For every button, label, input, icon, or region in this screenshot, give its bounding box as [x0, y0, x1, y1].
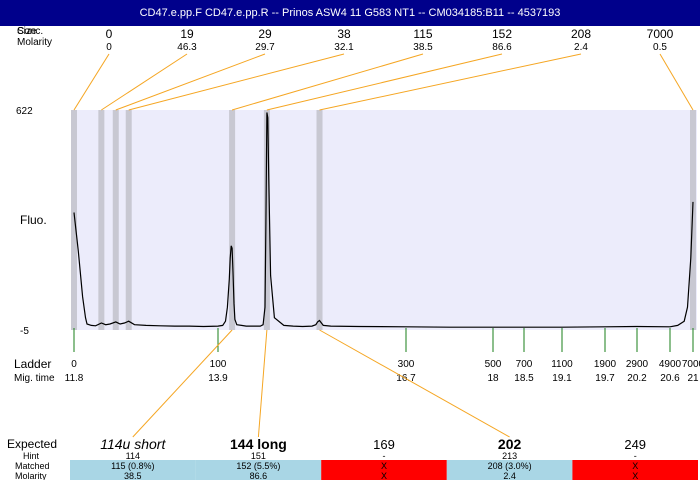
expected-name: 202	[498, 436, 522, 452]
peak-size-label: 38	[337, 27, 351, 41]
peak-band	[112, 110, 119, 330]
ladder-time-label: 13.9	[208, 373, 228, 384]
expected-molarity: 2.4	[503, 471, 516, 480]
expected-cell-bg	[70, 460, 196, 480]
peak-connector	[101, 53, 188, 111]
ladder-time-label: 18	[487, 373, 499, 384]
hint-label: Hint	[23, 451, 40, 461]
expected-name: 169	[373, 437, 395, 452]
ladder-time-label: 20.2	[627, 373, 647, 384]
peak-connector	[115, 53, 266, 111]
peak-band	[125, 110, 132, 330]
peak-band	[690, 110, 696, 330]
size-label: Size	[17, 26, 37, 37]
expected-cell-bg	[195, 460, 322, 480]
peak-size-label: 208	[571, 27, 591, 41]
title-bar: CD47.e.pp.F CD47.e.pp.R -- Prinos ASW4 1…	[0, 0, 700, 26]
expected-molarity: 38.5	[124, 471, 142, 480]
peak-molarity-label: 29.7	[255, 42, 275, 53]
match-connector	[257, 329, 268, 438]
ladder-time-label: 11.8	[65, 373, 84, 384]
chart-title: CD47.e.pp.F CD47.e.pp.R -- Prinos ASW4 1…	[139, 7, 561, 19]
peak-size-label: 115	[413, 27, 432, 41]
ladder-size-label: 300	[398, 359, 415, 370]
expected-matched: X	[381, 461, 387, 471]
expected-name: 249	[624, 437, 646, 452]
ladder-size-label: 1900	[594, 359, 617, 370]
expected-hint: -	[634, 451, 637, 461]
y-max-label: 622	[16, 106, 33, 117]
ladder-time-label: 19.1	[552, 373, 572, 384]
expected-molarity: 86.6	[250, 471, 268, 480]
expected-hint: 151	[251, 451, 266, 461]
expected-matched: 208 (3.0%)	[488, 461, 532, 471]
expected-name: 114u short	[100, 436, 166, 452]
expected-matched: 115 (0.8%)	[111, 461, 154, 471]
ladder-size-label: 100	[210, 359, 227, 370]
expected-molarity: X	[381, 471, 387, 480]
peak-connector	[659, 53, 694, 111]
peak-size-label: 152	[492, 27, 512, 41]
peak-band	[229, 110, 236, 330]
molarity-row-label: Molarity	[15, 471, 47, 480]
peak-molarity-label: 0.5	[653, 42, 667, 53]
peak-size-label: 7000	[647, 27, 674, 41]
peak-molarity-label: 38.5	[413, 42, 433, 53]
ladder-time-label: 19.7	[595, 373, 615, 384]
ladder-size-label: 700	[516, 359, 533, 370]
matched-label: Matched	[15, 461, 50, 471]
expected-hint: 114	[126, 451, 140, 461]
peak-size-label: 0	[106, 27, 113, 41]
peak-connector	[128, 53, 345, 111]
molarity-header-label: Molarity	[17, 37, 52, 48]
conc-label: Conc.	[17, 26, 43, 37]
expected-cell-bg	[321, 460, 447, 480]
peak-molarity-label: 0	[106, 42, 112, 53]
match-connector	[319, 329, 510, 438]
expected-hint: -	[383, 451, 386, 461]
expected-molarity: X	[632, 471, 638, 480]
y-axis-label: Fluo.	[20, 213, 47, 227]
ladder-size-label: 4900	[659, 359, 682, 370]
ladder-time-label: 21	[687, 373, 699, 384]
peak-connector	[231, 53, 424, 111]
peak-band	[316, 110, 323, 330]
y-min-label: -5	[20, 326, 29, 337]
ladder-size-label: 7000	[682, 359, 700, 370]
expected-hint: 213	[502, 451, 517, 461]
expected-matched: X	[632, 461, 638, 471]
peak-molarity-label: 2.4	[574, 42, 588, 53]
peak-band	[71, 110, 77, 330]
peak-size-label: 19	[180, 27, 194, 41]
expected-cell-bg	[446, 460, 573, 480]
ladder-label: Ladder	[14, 357, 51, 371]
peak-connector	[266, 53, 503, 111]
ladder-size-label: 500	[485, 359, 502, 370]
peak-molarity-label: 46.3	[177, 42, 197, 53]
expected-name: 144 long	[230, 436, 287, 452]
peak-connector	[319, 53, 582, 111]
ladder-time-label: 18.5	[514, 373, 534, 384]
expected-matched: 152 (5.5%)	[236, 461, 280, 471]
plot-area	[71, 110, 697, 330]
ladder-size-label: 1100	[551, 359, 573, 370]
expected-cell-bg	[572, 460, 698, 480]
peak-band	[98, 110, 105, 330]
match-connector	[132, 329, 233, 438]
peak-connector	[73, 53, 110, 111]
ladder-size-label: 2900	[626, 359, 649, 370]
mig-time-label: Mig. time	[14, 373, 55, 384]
trace-line	[73, 112, 694, 328]
ladder-size-label: 0	[71, 359, 77, 370]
peak-molarity-label: 86.6	[492, 42, 512, 53]
peak-size-label: 29	[258, 27, 272, 41]
ladder-time-label: 20.6	[660, 373, 680, 384]
peak-band	[263, 110, 270, 330]
peak-molarity-label: 32.1	[334, 42, 354, 53]
expected-label: Expected	[7, 437, 57, 451]
